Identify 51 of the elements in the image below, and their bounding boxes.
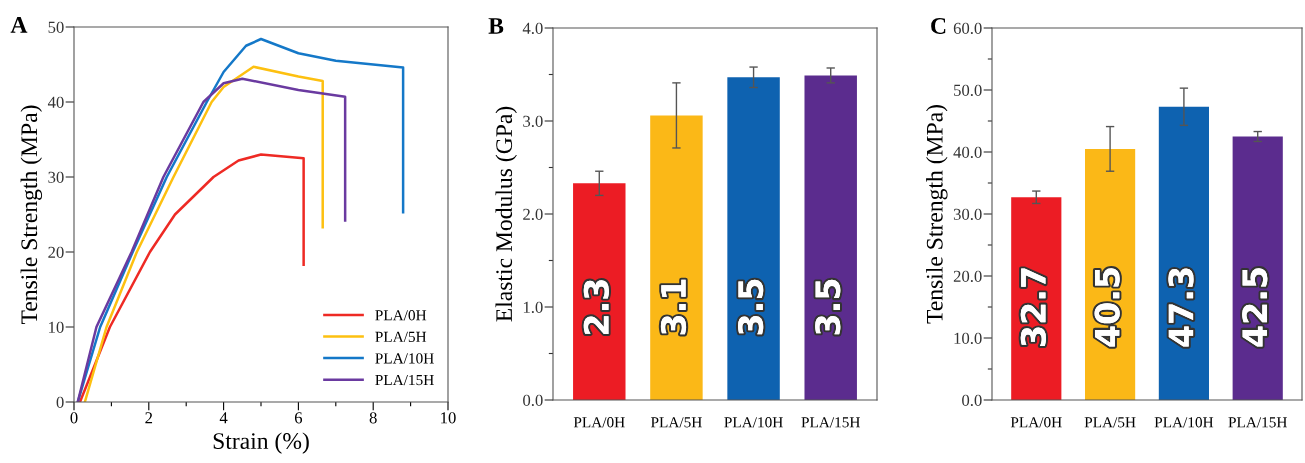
x-tick-label: 2 — [145, 412, 153, 424]
y-tick-label: 0.0 — [962, 394, 982, 407]
y-tick-label: 20 — [48, 246, 64, 258]
legend-label: PLA/10H — [375, 353, 434, 364]
x-tick-label: PLA/15H — [1228, 417, 1287, 428]
legend-label: PLA/0H — [375, 310, 427, 321]
x-tick-label: PLA/5H — [650, 417, 702, 428]
y-tick-label: 4.0 — [522, 22, 543, 35]
data-label: 3.5 — [815, 279, 841, 335]
x-axis-title: Strain (%) — [213, 432, 309, 454]
y-tick-label: 3.0 — [523, 115, 543, 128]
data-label: 3.1 — [660, 279, 687, 335]
legend-label: PLA/5H — [375, 331, 427, 342]
data-label: 32.7 — [1020, 268, 1046, 346]
y-tick-label: 2.0 — [523, 208, 543, 221]
y-axis-title: Elastic Modulus (GPa) — [495, 106, 517, 322]
x-tick-label: PLA/15H — [801, 417, 860, 428]
y-axis-title: Tensile Strength (MPa) — [926, 105, 948, 324]
data-label: 2.3 — [583, 280, 609, 334]
x-tick-label: 4 — [219, 412, 228, 424]
data-label: 42.5 — [1242, 268, 1268, 347]
data-label: 3.5 — [738, 279, 764, 335]
chart-title: A — [10, 17, 28, 33]
y-tick-label: 60.0 — [953, 22, 982, 35]
chart-title: B — [488, 18, 504, 34]
y-tick-label: 1.0 — [523, 301, 543, 314]
y-tick-label: 40.0 — [953, 146, 982, 159]
data-label: 40.5 — [1094, 268, 1120, 347]
chart-title: C — [931, 18, 946, 34]
y-tick-label: 50.0 — [954, 84, 982, 97]
x-tick-label: PLA/5H — [1084, 417, 1136, 428]
y-tick-label: 0.0 — [523, 394, 543, 407]
y-tick-label: 10.0 — [954, 332, 982, 345]
x-tick-label: PLA/0H — [573, 417, 625, 428]
y-tick-label: 40 — [47, 96, 64, 108]
y-tick-label: 30.0 — [953, 208, 982, 221]
x-tick-label: PLA/10H — [724, 417, 783, 428]
y-tick-label: 30 — [48, 171, 64, 183]
x-tick-label: PLA/10H — [1154, 417, 1214, 428]
x-tick-label: PLA/0H — [1010, 417, 1062, 428]
y-tick-label: 10 — [49, 321, 64, 333]
y-tick-label: 0 — [56, 396, 64, 408]
y-tick-label: 20.0 — [953, 270, 982, 283]
legend-label: PLA/15H — [375, 374, 434, 386]
x-tick-label: 8 — [369, 412, 377, 424]
x-tick-label: 10 — [441, 412, 456, 424]
x-tick-label: 0 — [70, 412, 78, 424]
x-tick-label: 6 — [294, 412, 303, 424]
data-label: 47.3 — [1168, 268, 1194, 347]
y-axis-title: Tensile Strength (MPa) — [20, 105, 43, 325]
y-tick-label: 50 — [48, 21, 64, 33]
